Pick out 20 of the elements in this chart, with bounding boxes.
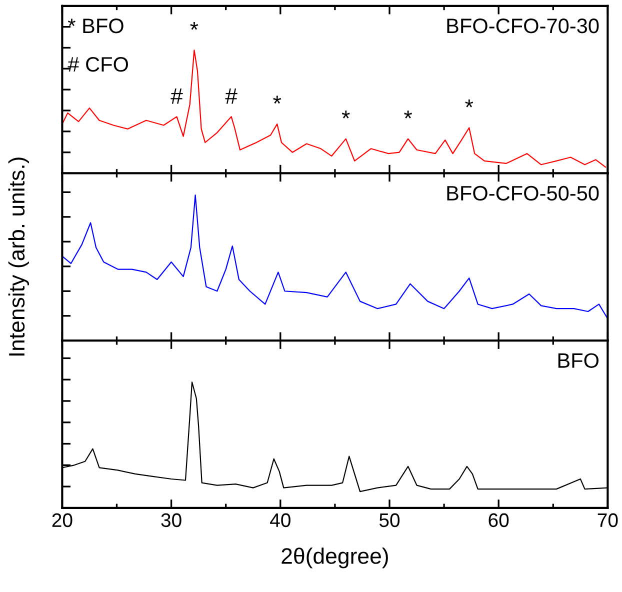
x-tick-label: 20 bbox=[52, 513, 72, 528]
x-tick-label: 70 bbox=[598, 513, 618, 528]
annotation: * bbox=[190, 22, 198, 30]
annotation: * bbox=[342, 110, 350, 118]
annotation: # CFO bbox=[68, 57, 128, 72]
text: * BFO bbox=[68, 18, 124, 34]
text: BFO-CFO-50-50 bbox=[447, 186, 599, 201]
y-axis-title: Intensity (arb. units.) bbox=[8, 158, 30, 356]
x-tick-label: 60 bbox=[488, 513, 509, 528]
annotation: # bbox=[170, 88, 183, 104]
text: BFO-CFO-70-30 bbox=[447, 18, 599, 34]
annotation: * bbox=[465, 100, 474, 108]
x-tick-label: 40 bbox=[270, 513, 290, 528]
x-tick-label: 30 bbox=[161, 513, 182, 528]
x-tick-label: 50 bbox=[379, 513, 400, 528]
annotation: * bbox=[404, 110, 412, 118]
x-axis-title: 2θ(degree) bbox=[282, 548, 388, 568]
annotation: * bbox=[273, 96, 282, 104]
text: BFO bbox=[558, 353, 599, 368]
annotation: # bbox=[225, 88, 238, 104]
